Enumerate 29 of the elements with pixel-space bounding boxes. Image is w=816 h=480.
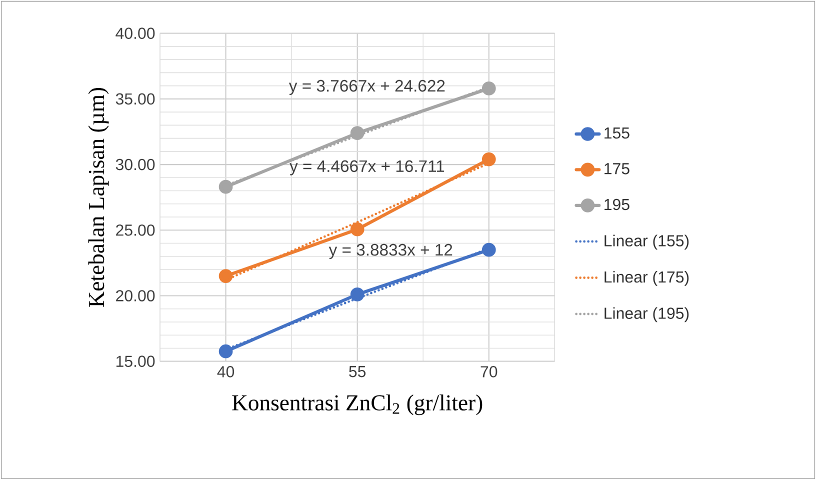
x-axis-title: Konsentrasi ZnCl$_{2}$ (gr/liter) [232,394,482,416]
legend-label: 155 [604,128,630,139]
y-tick-label: 35.00 [116,93,155,105]
point [350,287,364,302]
point [218,269,233,283]
legend-label: 195 [604,198,630,210]
point [218,344,233,358]
y-tick-label: 30.00 [116,158,155,170]
y-tick-label: 40.00 [116,28,155,39]
y-tick-label: 20.00 [116,290,155,302]
annotation: y = 3.8833x + 12 [328,244,452,259]
point [218,180,233,194]
annotation: y = 4.4667x + 16.711 [290,160,444,176]
point [482,242,496,257]
x-tick-label: 55 [349,366,366,378]
point [350,126,364,140]
y-tick-label: 15.00 [116,356,155,367]
legend-label: Linear (175) [604,270,689,286]
x-tick-label: 40 [217,366,234,378]
point [350,222,364,236]
y-tick-label: 25.00 [116,224,155,236]
legend-label: 175 [604,163,630,174]
point [482,152,496,166]
legend-label: Linear (195) [604,307,689,322]
x-tick-label: 70 [480,366,498,378]
legend-label: Linear (155) [604,234,689,250]
point [482,82,496,96]
annotation: y = 3.7667x + 24.622 [288,80,445,95]
y-axis-title: Ketebalan Lapisan (µm) [88,88,109,308]
